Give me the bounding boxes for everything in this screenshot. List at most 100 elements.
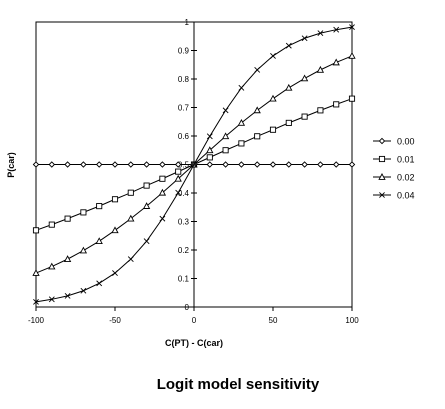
data-point: [348, 95, 356, 102]
y-tick-label: 0.1: [178, 275, 190, 284]
data-point: [79, 246, 88, 254]
y-tick-label: 0.4: [178, 189, 190, 198]
data-point: [254, 66, 261, 73]
x-tick-label: 50: [269, 316, 278, 325]
data-point: [143, 182, 150, 189]
legend-marker: [378, 155, 386, 163]
x-tick-label: 0: [192, 316, 197, 325]
data-point: [127, 214, 135, 222]
data-point: [33, 298, 39, 305]
data-point: [64, 215, 71, 222]
data-point: [143, 238, 150, 245]
data-point: [269, 161, 277, 168]
chart-marks: 00.10.20.30.40.50.60.70.80.91-100 -50 0 50 1…: [28, 18, 359, 325]
data-point: [175, 168, 182, 175]
data-point: [222, 161, 229, 168]
data-point: [159, 161, 166, 168]
data-point: [206, 154, 213, 161]
data-point: [270, 52, 276, 59]
data-point: [222, 107, 229, 114]
data-point: [80, 209, 87, 216]
data-point: [159, 215, 166, 222]
data-point: [127, 161, 135, 168]
data-point: [206, 161, 214, 168]
data-point: [174, 161, 182, 168]
legend-item-0.01: 0.01: [373, 155, 415, 165]
y-tick-label: 0.8: [178, 75, 190, 84]
data-point: [222, 147, 229, 154]
data-point: [96, 280, 103, 287]
data-point: [237, 118, 246, 126]
data-point: [95, 161, 103, 168]
data-point: [285, 42, 292, 49]
legend-marker: [378, 137, 386, 145]
y-tick-label: 0.7: [178, 104, 190, 113]
x-tick-label: -50: [109, 316, 121, 325]
x-tick-label: -100: [28, 316, 45, 325]
data-point: [48, 296, 55, 303]
data-point: [253, 106, 261, 114]
data-point: [64, 161, 71, 168]
data-point: [332, 58, 340, 66]
data-point: [48, 262, 56, 270]
data-point: [64, 292, 71, 299]
data-point: [349, 24, 355, 31]
legend-item-0.04: 0.04: [373, 191, 415, 201]
data-point: [348, 51, 356, 59]
data-point: [95, 237, 103, 245]
data-point: [269, 94, 277, 102]
y-tick-label: 1: [185, 18, 190, 27]
data-point: [63, 255, 72, 262]
data-point: [206, 133, 213, 140]
data-point: [300, 74, 309, 82]
data-point: [316, 65, 325, 73]
legend-label: 0.04: [397, 191, 415, 201]
data-point: [143, 161, 150, 168]
data-point: [285, 161, 293, 168]
data-point: [112, 270, 118, 277]
data-point: [238, 84, 245, 91]
data-point: [96, 203, 103, 210]
legend-item-0.00: 0.00: [373, 137, 415, 147]
data-point: [111, 226, 119, 234]
data-point: [158, 188, 167, 196]
y-tick-label: 0.2: [178, 246, 190, 255]
legend-marker: [379, 192, 385, 198]
legend-label: 0.02: [397, 173, 415, 183]
data-point: [80, 161, 87, 168]
y-tick-label: 0.3: [178, 218, 190, 227]
chart-title: Logit model sensitivity: [157, 376, 320, 393]
data-point: [142, 202, 151, 209]
data-point: [301, 113, 308, 120]
data-point: [48, 161, 56, 168]
y-tick-label: 0.6: [178, 132, 190, 141]
data-point: [317, 107, 324, 114]
legend-marker: [378, 173, 386, 180]
data-point: [221, 132, 230, 140]
data-point: [48, 221, 55, 228]
data-point: [333, 101, 340, 108]
data-point: [254, 133, 261, 140]
data-point: [333, 26, 340, 33]
data-point: [301, 161, 308, 168]
data-point: [174, 174, 182, 182]
legend-label: 0.01: [397, 155, 415, 165]
data-point: [285, 83, 293, 91]
data-point: [285, 119, 292, 126]
y-axis-label: P(car): [6, 152, 16, 178]
y-tick-label: 0.9: [178, 47, 190, 56]
data-point: [32, 161, 40, 168]
data-point: [317, 161, 324, 168]
legend: 0.00 0.01 0.02 0.04: [373, 137, 415, 201]
legend-item-0.02: 0.02: [373, 173, 415, 183]
y-tick-label: 0: [185, 303, 190, 312]
data-point: [32, 269, 40, 276]
data-point: [175, 189, 182, 196]
data-point: [127, 189, 134, 196]
data-point: [159, 175, 166, 182]
data-point: [348, 161, 356, 168]
legend-label: 0.00: [397, 137, 415, 147]
data-point: [127, 256, 134, 263]
data-point: [206, 146, 214, 154]
data-point: [238, 161, 245, 168]
